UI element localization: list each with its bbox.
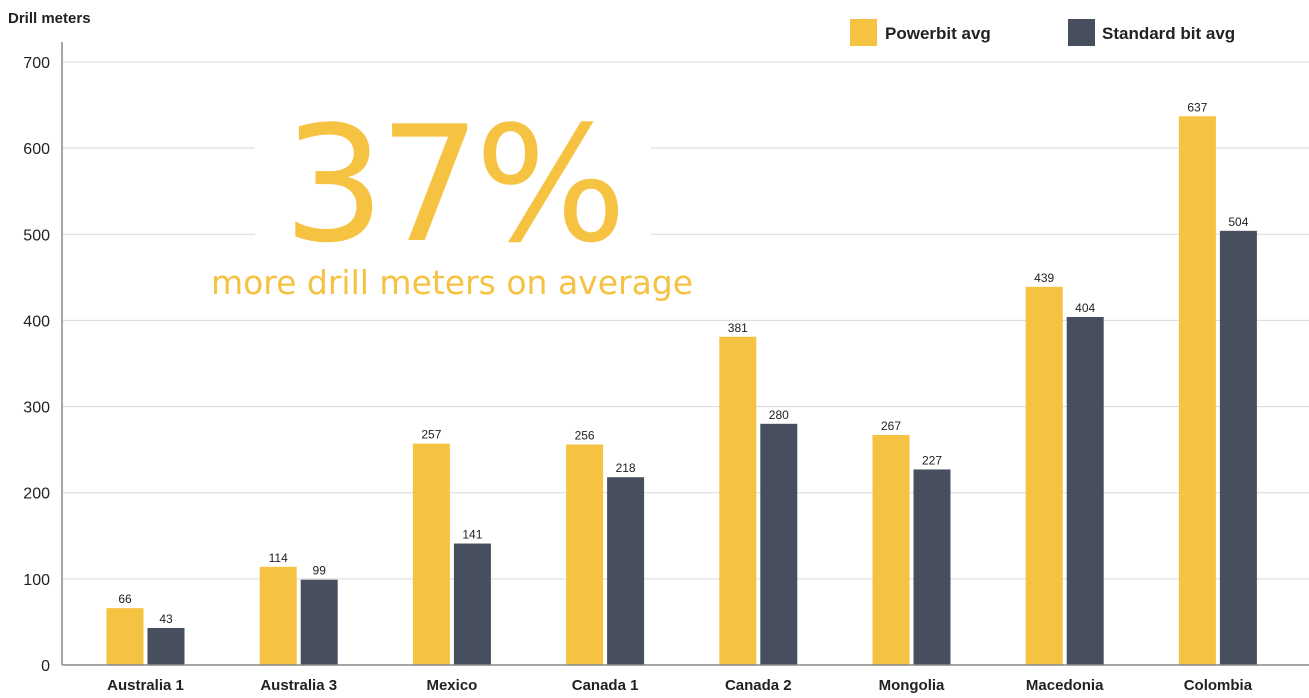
annotation-headline: 37%	[283, 91, 621, 278]
annotation-background	[255, 90, 651, 305]
data-label: 218	[616, 461, 636, 475]
data-label: 256	[575, 428, 595, 442]
data-label: 267	[881, 419, 901, 433]
data-label: 280	[769, 408, 789, 422]
data-label: 141	[462, 528, 482, 542]
bar	[872, 434, 910, 665]
x-tick-label: Mongolia	[879, 677, 945, 694]
x-tick-label: Colombia	[1184, 677, 1253, 694]
legend-label: Standard bit avg	[1102, 24, 1235, 43]
data-label: 114	[269, 551, 288, 565]
bar	[259, 566, 297, 665]
y-tick-label: 300	[23, 400, 50, 417]
y-tick-label: 500	[23, 227, 50, 244]
bar	[607, 477, 645, 665]
data-label: 504	[1228, 215, 1248, 229]
bar	[106, 608, 144, 665]
y-tick-label: 200	[23, 486, 50, 503]
bar	[1178, 116, 1216, 665]
x-tick-label: Mexico	[426, 677, 477, 694]
bar	[1025, 286, 1063, 665]
bar	[719, 336, 757, 665]
y-tick-label: 100	[23, 572, 50, 589]
y-tick-label: 700	[23, 55, 50, 72]
bar	[453, 543, 491, 665]
gridlines	[62, 61, 1309, 580]
data-label: 99	[313, 564, 327, 578]
bar	[760, 423, 798, 665]
bar	[412, 443, 450, 665]
bar	[913, 469, 951, 665]
bar	[147, 627, 185, 665]
data-label: 439	[1034, 271, 1054, 285]
x-tick-label: Australia 1	[107, 677, 184, 694]
x-tick-label: Canada 1	[572, 677, 639, 694]
y-tick-label: 0	[41, 658, 50, 675]
legend-swatch	[1068, 19, 1095, 46]
bar	[1066, 316, 1104, 665]
legend-swatch	[850, 19, 877, 46]
bar	[300, 579, 338, 665]
bars: 66 43 114 99 257 141 256 218 381 280 267 227 439 404 6…	[106, 100, 1257, 665]
x-tick-label: Australia 3	[260, 677, 337, 694]
data-label: 227	[922, 453, 942, 467]
bar	[1219, 230, 1257, 665]
data-label: 66	[118, 592, 132, 606]
legend-label: Powerbit avg	[885, 24, 991, 43]
y-tick-label: 400	[23, 313, 50, 330]
bar	[566, 444, 604, 665]
legend: Powerbit avg Standard bit avg	[850, 19, 1235, 46]
data-label: 637	[1187, 100, 1207, 114]
y-axis-title: Drill meters	[8, 10, 91, 27]
axes: 0 100 200 300 400 500 600 700 Australia 1 Austral…	[23, 42, 1309, 694]
data-label: 404	[1075, 301, 1095, 315]
x-tick-label: Macedonia	[1026, 677, 1104, 694]
annotation: 37% more drill meters on average	[211, 90, 693, 305]
data-label: 257	[421, 428, 441, 442]
annotation-subline: more drill meters on average	[211, 263, 693, 302]
data-label: 381	[728, 321, 748, 335]
y-tick-label: 600	[23, 141, 50, 158]
x-tick-label: Canada 2	[725, 677, 792, 694]
data-label: 43	[159, 612, 173, 626]
